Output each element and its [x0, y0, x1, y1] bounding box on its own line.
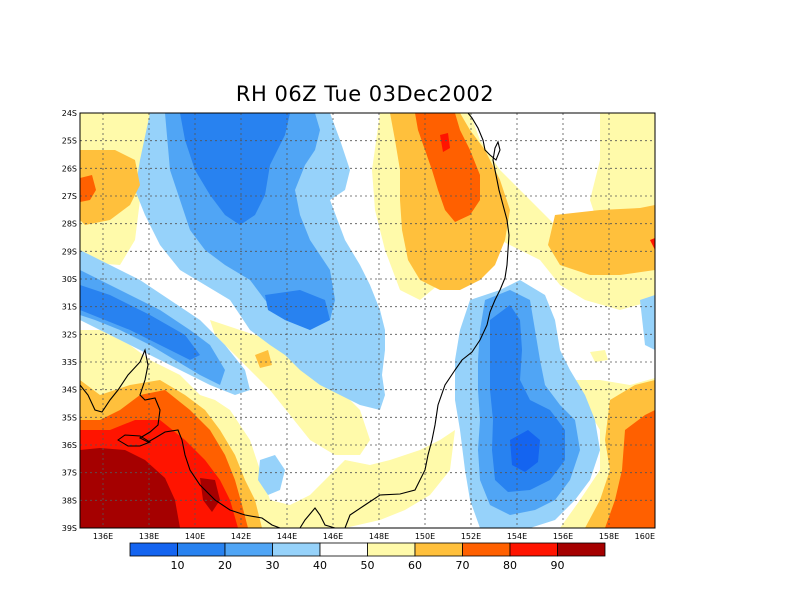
map-gridlines — [80, 113, 655, 528]
lat-tick-label: 34S — [62, 386, 77, 395]
colorbar-level-label: 50 — [361, 559, 375, 572]
lat-tick-label: 35S — [62, 413, 77, 422]
plot-frame — [79, 112, 656, 529]
colorbar: 10 20 30 40 50 60 70 80 90 — [129, 542, 606, 572]
lon-tick-label: 154E — [507, 532, 527, 541]
lon-axis-labels: 136E 138E 140E 142E 144E 146E 148E 150E 152E 154E… — [93, 532, 655, 541]
lon-tick-label: 156E — [553, 532, 573, 541]
rh-band-10-20 — [80, 113, 565, 492]
colorbar-swatch — [319, 542, 368, 557]
lat-tick-label: 26S — [62, 164, 77, 173]
lat-axis-labels: 24S 25S 26S 27S 28S 29S 30S 31S 32S 33S 34S 35S 36S 3… — [62, 109, 77, 533]
lat-tick-label: 27S — [62, 192, 77, 201]
colorbar-level-label: 70 — [456, 559, 470, 572]
lat-tick-label: 32S — [62, 330, 77, 339]
lat-tick-label: 29S — [62, 247, 77, 256]
lon-tick-label: 152E — [461, 532, 481, 541]
colorbar-swatch — [367, 542, 416, 557]
lon-tick-label: 138E — [139, 532, 159, 541]
lat-tick-label: 30S — [62, 275, 77, 284]
colorbar-swatch — [557, 542, 606, 557]
lon-tick-label: 148E — [369, 532, 389, 541]
coastline-gulf — [117, 434, 152, 447]
lat-tick-label: 39S — [62, 524, 77, 533]
colorbar-level-label: 30 — [266, 559, 280, 572]
lon-tick-label: 150E — [415, 532, 435, 541]
colorbar-swatch — [224, 542, 273, 557]
lon-tick-label: 146E — [323, 532, 343, 541]
lat-tick-label: 33S — [62, 358, 77, 367]
colorbar-level-label: 40 — [313, 559, 327, 572]
colorbar-level-label: 10 — [171, 559, 185, 572]
lat-tick-label: 31S — [62, 303, 77, 312]
lon-tick-label: 158E — [599, 532, 619, 541]
map-title-text: RH 06Z Tue 03Dec2002 — [235, 82, 495, 106]
colorbar-level-label: 80 — [503, 559, 517, 572]
lat-tick-label: 36S — [62, 441, 77, 450]
map-title: RH 06Z Tue 03Dec2002 — [0, 82, 730, 106]
lat-tick-label: 37S — [62, 469, 77, 478]
colorbar-swatch — [509, 542, 558, 557]
colorbar-swatch — [177, 542, 226, 557]
rh-contour-field — [80, 113, 655, 528]
colorbar-swatch — [414, 542, 463, 557]
coastline — [79, 112, 510, 529]
colorbar-swatch — [462, 542, 511, 557]
lon-tick-label: 140E — [185, 532, 205, 541]
colorbar-swatch — [129, 542, 178, 557]
lon-tick-label: 144E — [277, 532, 297, 541]
lat-tick-label: 24S — [62, 109, 77, 118]
lon-tick-label: 142E — [231, 532, 251, 541]
colorbar-level-label: 60 — [408, 559, 422, 572]
colorbar-level-label: 20 — [218, 559, 232, 572]
colorbar-swatch — [272, 542, 321, 557]
lat-tick-label: 25S — [62, 137, 77, 146]
colorbar-level-label: 90 — [551, 559, 565, 572]
rh-band-0-10 — [510, 430, 540, 472]
lon-tick-label: 160E — [635, 532, 655, 541]
lat-tick-label: 38S — [62, 496, 77, 505]
lat-tick-label: 28S — [62, 220, 77, 229]
lon-tick-label: 136E — [93, 532, 113, 541]
